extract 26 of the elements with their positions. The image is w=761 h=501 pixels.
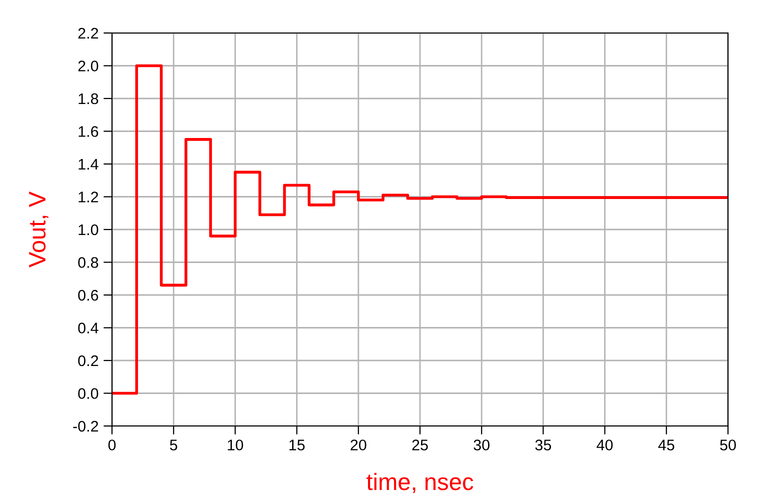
- x-tick-label: 50: [720, 440, 736, 450]
- y-tick-label: 2.0: [78, 60, 98, 72]
- y-tick-label: 1.8: [78, 93, 98, 104]
- x-tick-label: 0: [108, 440, 116, 450]
- x-tick-label: 30: [474, 440, 490, 450]
- x-tick-label: 35: [535, 440, 552, 450]
- y-axis-title: Vout, V: [29, 192, 48, 268]
- x-tick-label: 25: [412, 440, 428, 450]
- y-tick-label: 1.6: [78, 126, 98, 137]
- x-tick-label: 10: [228, 440, 244, 450]
- y-tick-label: 1.2: [78, 192, 98, 202]
- x-tick-label: 15: [289, 440, 305, 450]
- x-tick-label: 45: [658, 440, 674, 450]
- y-tick-label: 0.8: [78, 257, 98, 268]
- x-tick-label: 40: [596, 440, 613, 450]
- y-tick-label: 0.6: [78, 290, 98, 301]
- y-tick-label: -0.2: [73, 420, 98, 432]
- y-tick-label: 0.4: [78, 322, 98, 334]
- x-axis-title: time, nsec: [366, 472, 474, 494]
- y-tick-label: 2.2: [78, 28, 98, 39]
- y-tick-label: 1.0: [78, 224, 98, 236]
- x-tick-label: 20: [350, 440, 366, 450]
- y-tick-label: 0.0: [78, 388, 98, 399]
- y-tick-label: 0.2: [78, 355, 98, 366]
- y-tick-label: 1.4: [78, 159, 98, 170]
- x-tick-label: 5: [170, 440, 178, 450]
